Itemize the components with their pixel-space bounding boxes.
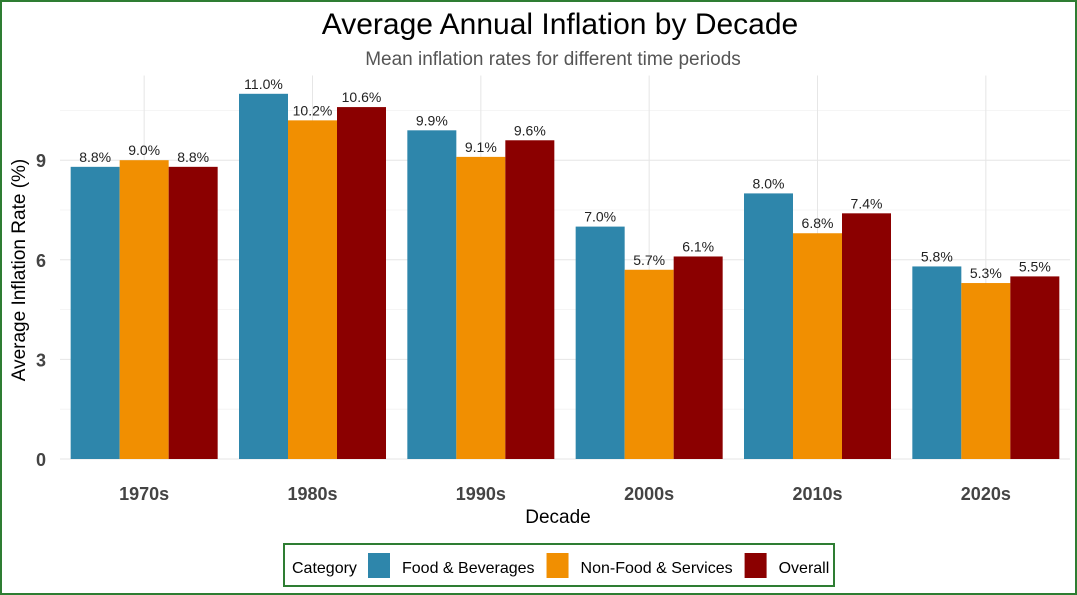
data-label: 8.0% [753,175,785,191]
bar [575,226,625,459]
bar [456,156,506,459]
x-tick-label: 2010s [792,484,842,504]
data-label: 9.0% [128,142,160,158]
y-tick-label: 9 [36,151,46,171]
data-label: 8.8% [79,149,111,165]
bar [624,269,674,459]
y-axis-label: Average Inflation Rate (%) [9,159,30,382]
bar [288,120,337,460]
data-label: 5.3% [970,265,1002,281]
bar [337,107,386,459]
x-tick-label: 2020s [961,484,1011,504]
data-label: 8.8% [177,149,209,165]
data-label: 5.8% [921,248,953,264]
x-tick-label: 1970s [119,484,169,504]
data-label: 7.0% [584,209,616,225]
y-tick-label: 3 [36,350,46,370]
data-label: 6.1% [682,238,714,254]
bar [912,266,962,459]
data-label: 5.5% [1019,258,1051,274]
bars: 8.8% 9.0% 8.8% 11.0% 10.2% 10.6% 9.9% 9.1% 9.6% 7… [70,76,1060,460]
data-label: 5.7% [633,252,665,268]
data-label: 9.6% [514,122,546,138]
legend-label: Food & Beverages [402,560,535,577]
legend: Category Food & Beverages Non-Food & Serv… [283,543,835,587]
legend-title: Category [292,560,357,577]
bar [842,213,891,459]
bar [744,193,793,459]
bar [961,283,1011,459]
chart-subtitle: Mean inflation rates for different time … [365,49,741,70]
legend-swatch [744,553,767,578]
data-label: 6.8% [802,215,834,231]
y-tick-label: 6 [36,251,46,271]
data-label: 10.6% [342,89,382,105]
bar [407,130,457,459]
bar [1010,276,1060,459]
x-tick-label: 1980s [287,484,337,504]
legend-label: Non-Food & Services [581,560,733,577]
legend-swatch [546,553,569,578]
data-label: 7.4% [851,195,883,211]
data-label: 11.0% [244,76,283,92]
data-label: 9.9% [416,112,448,128]
x-tick-label: 2000s [624,484,674,504]
bar [168,166,218,459]
x-tick-label: 1990s [456,484,506,504]
bar [793,233,842,459]
bar [70,166,120,459]
y-tick-label: 0 [36,450,46,470]
axes: 0 3 6 9 1970s 1980s 1990s 2000s 2010s 2020s [36,151,1011,504]
legend-swatch [368,553,390,578]
chart-title: Average Annual Inflation by Decade [322,8,798,41]
bar [673,256,723,459]
data-label: 10.2% [293,102,333,118]
legend-label: Overall [779,560,830,577]
bar [239,93,288,460]
bar [119,160,169,459]
data-label: 9.1% [465,139,497,155]
bar [505,140,555,459]
x-axis-label: Decade [525,507,591,528]
